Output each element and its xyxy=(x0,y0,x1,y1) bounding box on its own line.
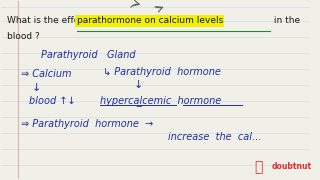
Text: ⓓ: ⓓ xyxy=(254,160,263,174)
Text: What is the effect of: What is the effect of xyxy=(7,16,102,25)
Text: parathormone on calcium levels: parathormone on calcium levels xyxy=(76,16,223,25)
Text: ↓: ↓ xyxy=(134,80,143,90)
Text: doubtnut: doubtnut xyxy=(271,162,312,171)
Text: ↓: ↓ xyxy=(32,84,41,93)
Text: ⇒ Calcium: ⇒ Calcium xyxy=(21,69,71,79)
Text: in the: in the xyxy=(271,16,300,25)
Text: ↳ Parathyroid  hormone: ↳ Parathyroid hormone xyxy=(103,68,221,77)
Text: blood ?: blood ? xyxy=(7,32,40,41)
Text: hypercal̲cemic  hormone: hypercal̲cemic hormone xyxy=(100,95,221,106)
Text: increase  the  cal…: increase the cal… xyxy=(168,132,261,141)
Text: Parathyroid   Gland: Parathyroid Gland xyxy=(41,50,136,60)
Text: blood ↑↓: blood ↑↓ xyxy=(28,96,75,106)
Text: ⇒ Parathyroid  hormone  →: ⇒ Parathyroid hormone → xyxy=(21,119,153,129)
